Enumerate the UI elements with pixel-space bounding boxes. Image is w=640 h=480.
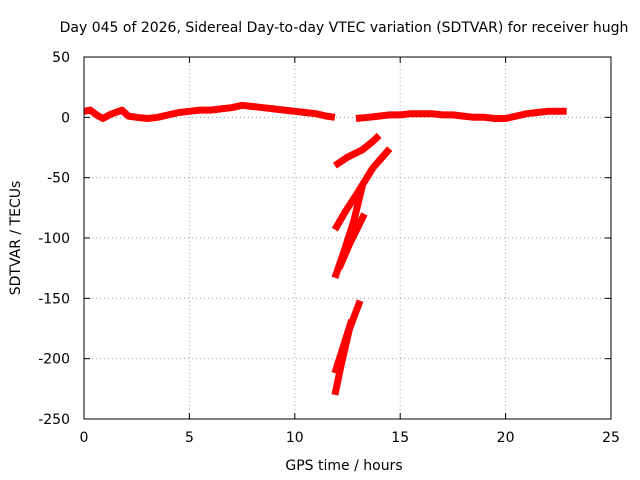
series-line-arc-5	[331, 299, 364, 396]
x-tick-label: 15	[391, 430, 409, 446]
series-line-arc-4	[335, 212, 368, 270]
y-tick-label: 0	[61, 110, 70, 126]
y-tick-label: -150	[38, 291, 70, 307]
x-tick-label: 5	[185, 430, 194, 446]
x-tick-label: 25	[602, 430, 620, 446]
series-line-baseline-late	[355, 107, 567, 122]
y-tick-labels: 50 0 -50 -100 -150 -200 -250	[38, 50, 70, 428]
chart-title: Day 045 of 2026, Sidereal Day-to-day VTE…	[60, 20, 629, 36]
y-axis-title: SDTVAR / TECUs	[8, 181, 24, 296]
x-tick-labels: 0 5 10 15 20 25	[80, 430, 620, 446]
x-tick-label: 0	[80, 430, 89, 446]
series-group	[83, 101, 567, 396]
series-line-arc-6	[331, 319, 356, 375]
x-axis-title: GPS time / hours	[285, 458, 402, 474]
y-tick-label: -50	[47, 171, 70, 187]
x-tick-label: 20	[497, 430, 515, 446]
ticks	[83, 56, 612, 420]
x-tick-label: 10	[286, 430, 304, 446]
series-line-baseline-early	[83, 101, 336, 122]
y-tick-label: -200	[38, 352, 70, 368]
y-tick-label: -100	[38, 231, 70, 247]
y-tick-label: 50	[52, 50, 70, 66]
series-line-arc-1	[332, 132, 382, 169]
y-tick-label: -250	[38, 412, 70, 428]
